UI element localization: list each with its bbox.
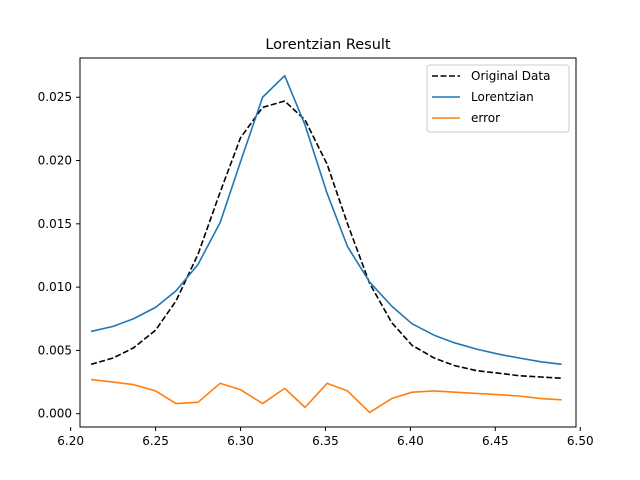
x-tick-label: 6.25: [142, 434, 169, 448]
y-tick-label: 0.010: [38, 280, 72, 294]
series-line-lorentzian: [90, 74, 562, 366]
y-tick-label: 0.005: [38, 343, 72, 357]
plot-area: 6.20 6.25 6.30 6.35 6.40 6.45 6.50 0.000 0.005 0.…: [38, 57, 594, 448]
legend: Original Data Lorentzian error: [426, 64, 570, 133]
legend-label: Lorentzian: [471, 90, 534, 104]
x-tick-label: 6.35: [312, 434, 339, 448]
legend-label: Original Data: [471, 69, 550, 83]
x-tick-label: 6.40: [397, 434, 424, 448]
y-tick-label: 0.020: [38, 154, 72, 168]
series-line-original-data: [90, 100, 562, 380]
legend-box: [426, 64, 570, 133]
y-tick-label: 0.025: [38, 90, 72, 104]
chart-title: Lorentzian Result: [265, 37, 391, 53]
x-tick-label: 6.50: [567, 434, 594, 448]
x-tick-label: 6.30: [227, 434, 254, 448]
series-line-error: [90, 378, 562, 414]
x-tick-label: 6.45: [482, 434, 509, 448]
y-tick-label: 0.000: [38, 407, 72, 421]
x-tick-label: 6.20: [57, 434, 84, 448]
legend-label: error: [471, 111, 500, 125]
y-tick-label: 0.015: [38, 217, 72, 231]
axes-frame: [79, 57, 577, 428]
